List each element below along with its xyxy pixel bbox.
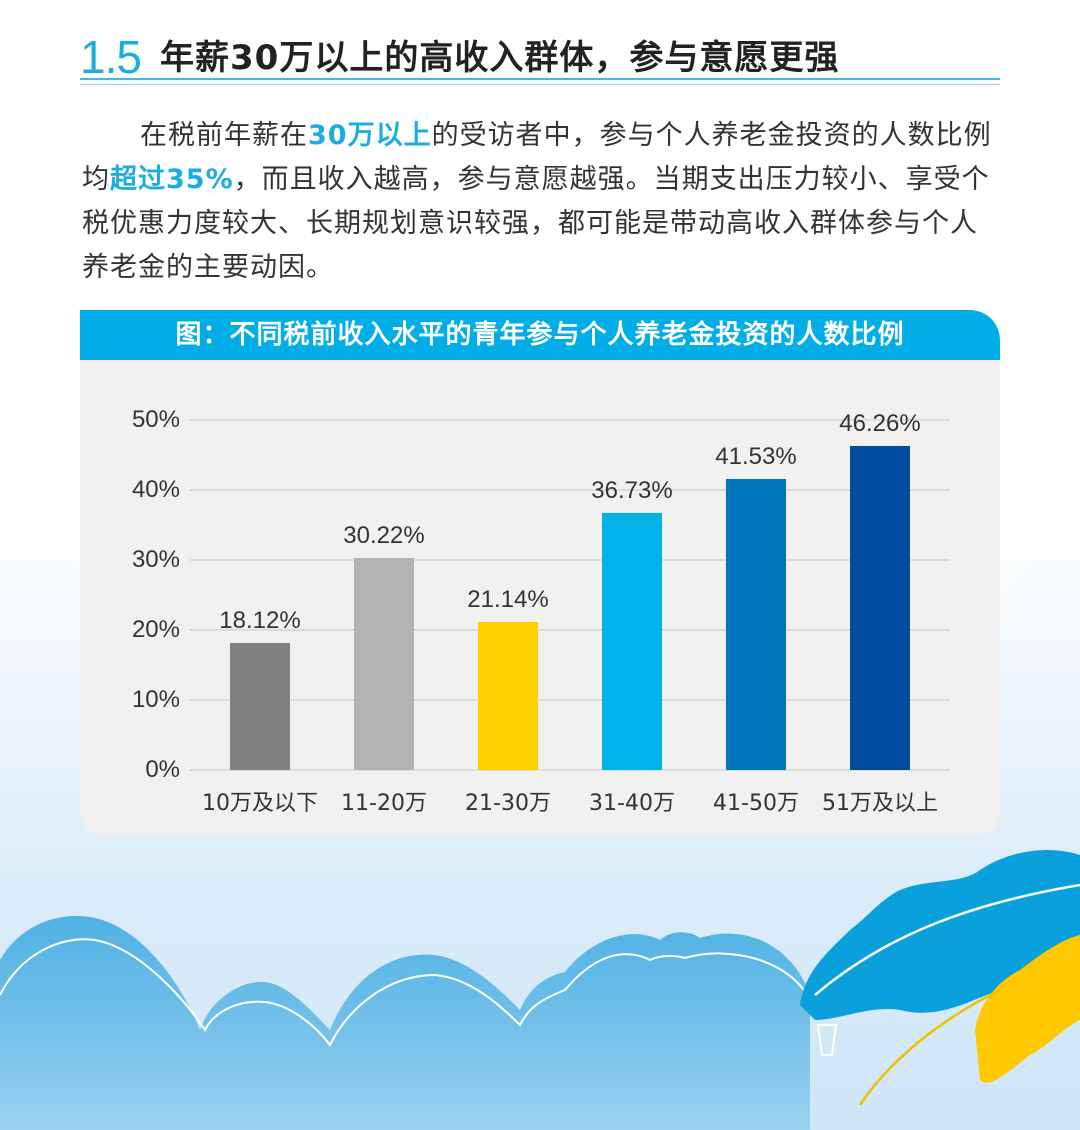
paragraph-text: 在税前年薪在 xyxy=(140,120,308,151)
paragraph-text: ，而且收入越高，参与意愿越强。当期支出压力较小、享受个税优惠力度较大、长期规划意… xyxy=(82,164,990,283)
bar-chart-plot: 50% 40% 30% 20% 10% 0% 18.12% 30.22% 21.14… xyxy=(80,310,1000,835)
bar-value-label: 21.14% xyxy=(467,586,549,613)
x-label: 51万及以上 xyxy=(822,791,938,816)
bar-value-label: 30.22% xyxy=(343,522,425,549)
bar-value-label: 41.53% xyxy=(715,443,797,470)
drip xyxy=(816,1024,838,1056)
bar xyxy=(354,558,414,770)
bar xyxy=(230,643,290,770)
x-label: 31-40万 xyxy=(589,791,675,816)
y-tick: 40% xyxy=(131,476,180,503)
x-label: 10万及以下 xyxy=(202,791,318,816)
bar-value-label: 46.26% xyxy=(839,410,921,437)
highlight-percent: 超过35% xyxy=(110,164,234,195)
chart-title: 图：不同税前收入水平的青年参与个人养老金投资的人数比例 xyxy=(80,310,1000,360)
chart-container: 50% 40% 30% 20% 10% 0% 18.12% 30.22% 21.14… xyxy=(80,310,1000,835)
y-tick: 50% xyxy=(131,406,180,433)
bar xyxy=(478,622,538,770)
section-title: 年薪30万以上的高收入群体，参与意愿更强 xyxy=(160,38,840,78)
gridline-10 xyxy=(190,699,950,701)
y-tick: 10% xyxy=(131,686,180,713)
bar xyxy=(850,446,910,770)
x-label: 21-30万 xyxy=(465,791,551,816)
bar-value-label: 18.12% xyxy=(219,607,301,634)
bar xyxy=(602,513,662,770)
cloud-outline xyxy=(0,938,811,1047)
y-tick: 30% xyxy=(131,546,180,573)
section-header: 1.5 年薪30万以上的高收入群体，参与意愿更强 xyxy=(80,24,1000,94)
y-tick: 20% xyxy=(131,616,180,643)
gridline-40 xyxy=(190,489,950,491)
x-label: 11-20万 xyxy=(341,791,427,816)
cloud-leaf-decoration xyxy=(0,850,1080,1130)
yellow-leaf xyxy=(975,935,1080,1083)
blue-leaf-vein xyxy=(814,883,1080,996)
bar xyxy=(726,479,786,770)
y-tick: 0% xyxy=(145,756,180,783)
gridline-50 xyxy=(190,419,950,421)
header-rule-thin xyxy=(80,84,1000,85)
intro-paragraph: 在税前年薪在30万以上的受访者中，参与个人养老金投资的人数比例均超过35%，而且… xyxy=(82,114,1002,290)
section-number: 1.5 xyxy=(80,31,142,83)
highlight-income: 30万以上 xyxy=(308,120,432,151)
bar-value-label: 36.73% xyxy=(591,477,673,504)
paragraph-text: 的受访者中，参与个人养老金投资的人数比例均 xyxy=(82,120,992,195)
header-rule xyxy=(80,78,1000,80)
x-label: 41-50万 xyxy=(713,791,799,816)
gridline-20 xyxy=(190,629,950,631)
yellow-branch xyxy=(858,988,1001,1106)
gridline-30 xyxy=(190,559,950,561)
gridline-0 xyxy=(190,769,950,771)
cloud-shape xyxy=(0,915,810,1130)
